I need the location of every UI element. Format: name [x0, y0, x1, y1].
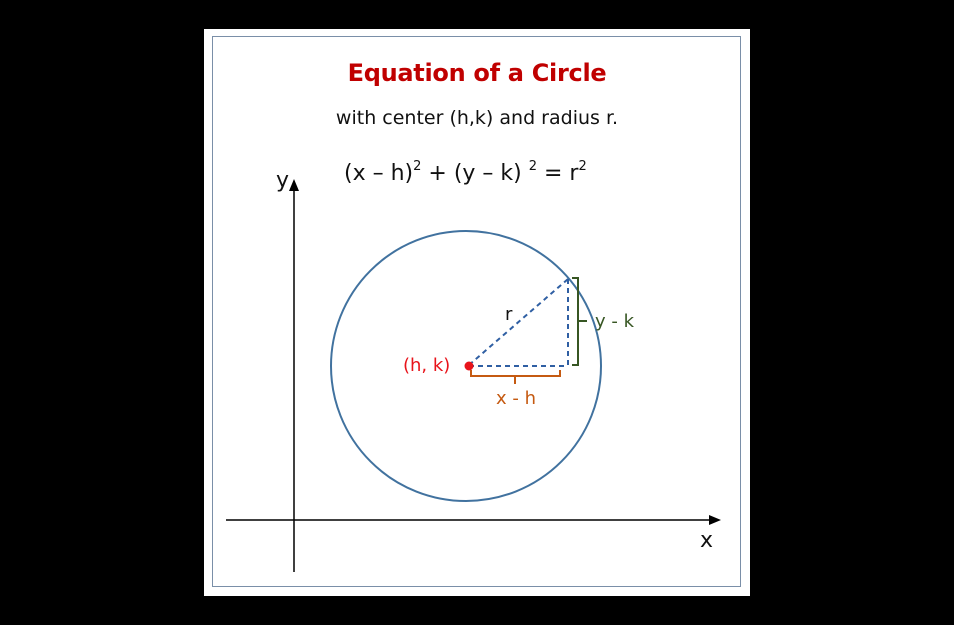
center-point	[464, 361, 474, 371]
circle-outline	[330, 230, 602, 502]
y-axis-label: y	[276, 168, 289, 193]
x-axis-label: x	[700, 528, 713, 553]
equation-part-1: (x – h)	[344, 161, 413, 186]
diagram-subtitle: with center (h,k) and radius r.	[335, 107, 619, 129]
y-axis-arrow-icon	[289, 179, 299, 191]
circle-equation: (x – h)2 + (y – k) 2 = r2	[344, 159, 587, 186]
vertical-leg-label: y - k	[595, 311, 635, 332]
card-frame	[212, 36, 741, 587]
equation-part-2: + (y – k)	[421, 161, 528, 186]
radius-line	[468, 278, 569, 366]
center-label: (h, k)	[403, 355, 450, 376]
equation-part-3: = r	[537, 161, 579, 186]
vertical-bracket	[572, 277, 579, 366]
radius-label: r	[505, 304, 513, 325]
equation-exponent-2: 2	[529, 159, 537, 174]
horizontal-leg-label: x - h	[496, 388, 536, 409]
equation-exponent-3: 2	[578, 159, 586, 174]
x-axis-arrow-icon	[709, 515, 721, 525]
horizontal-bracket	[470, 370, 561, 377]
diagram-title: Equation of a Circle	[347, 59, 607, 87]
equation-exponent-1: 2	[413, 159, 421, 174]
